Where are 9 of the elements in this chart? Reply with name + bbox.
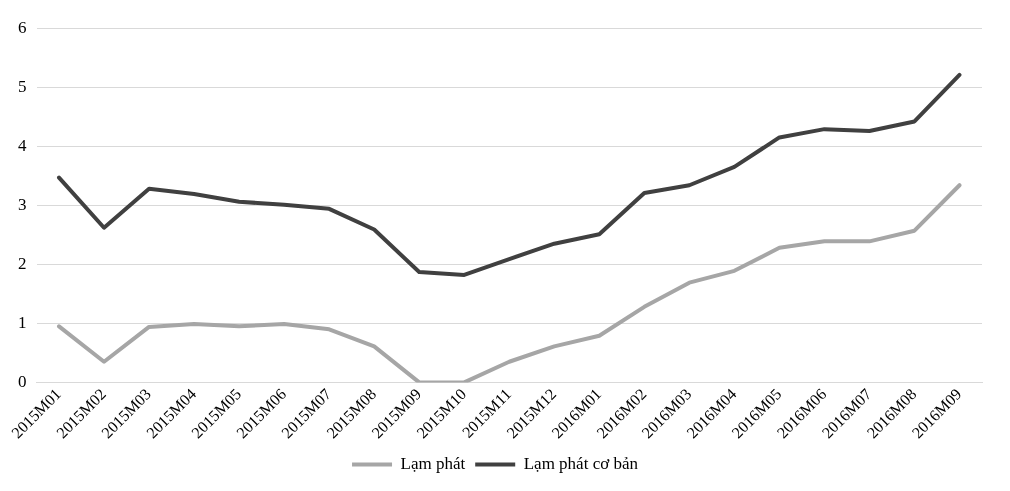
- y-tick-label: 4: [18, 135, 27, 155]
- legend-label: Lạm phát cơ bản: [523, 453, 639, 473]
- y-tick-label: 3: [18, 194, 27, 214]
- y-tick-label: 5: [18, 76, 27, 96]
- y-tick-label: 1: [18, 312, 27, 332]
- y-tick-label: 6: [18, 17, 27, 37]
- y-tick-label: 2: [18, 253, 27, 273]
- legend-label: Lạm phát: [400, 453, 466, 473]
- y-tick-label: 0: [18, 371, 27, 391]
